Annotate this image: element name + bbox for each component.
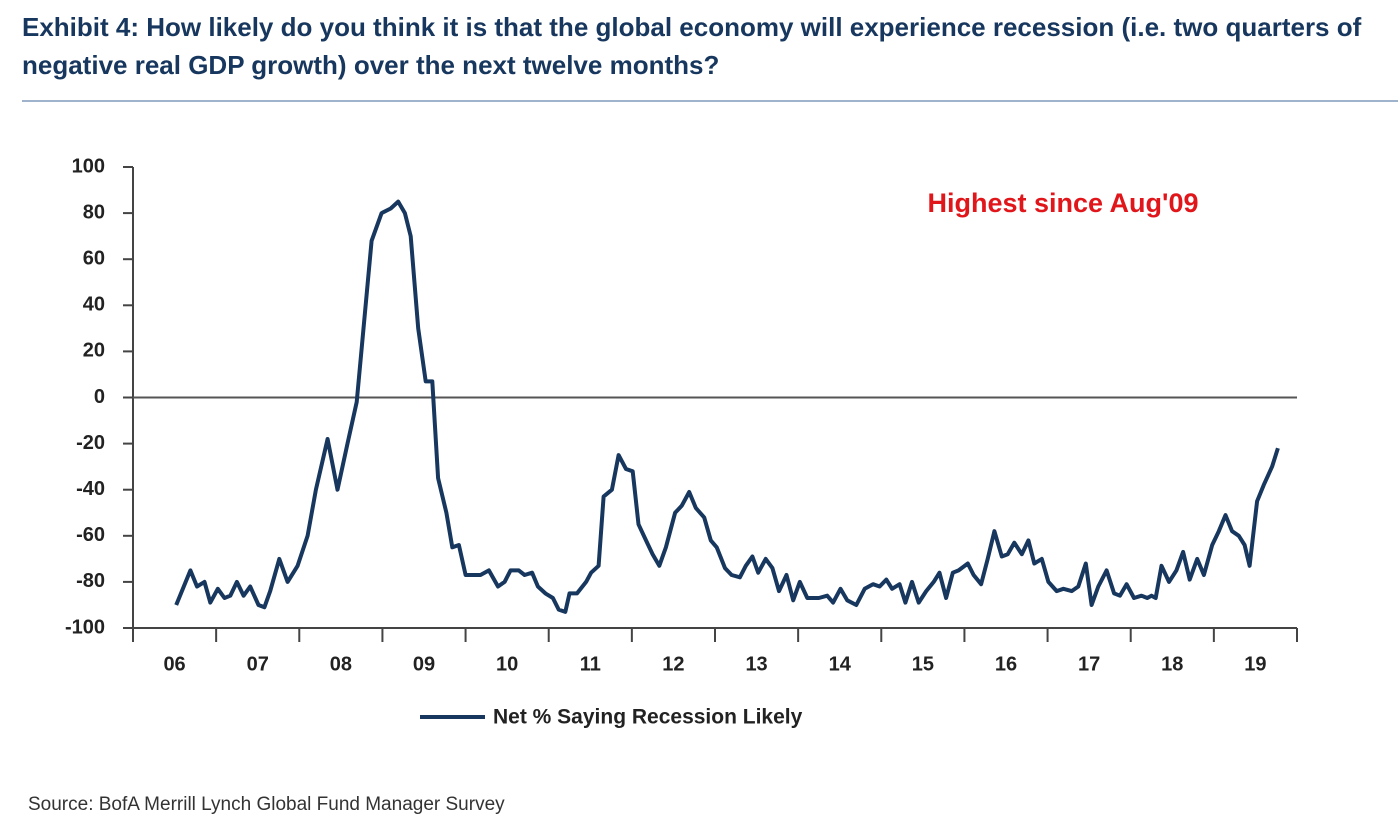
x-tick-label: 11 [580, 653, 601, 675]
y-tick-label: 0 [94, 386, 105, 408]
x-tick-label: 13 [745, 653, 767, 675]
y-tick-label: -60 [76, 524, 105, 546]
x-tick-label: 15 [912, 653, 934, 675]
title-box: Exhibit 4: How likely do you think it is… [22, 12, 1362, 80]
y-tick-label: 100 [72, 155, 105, 177]
y-tick-label: -100 [65, 616, 105, 638]
source: Source: BofA Merrill Lynch Global Fund M… [28, 794, 505, 815]
y-tick-label: -80 [76, 570, 105, 592]
x-tick-label: 12 [662, 653, 684, 675]
x-tick-label: 06 [163, 653, 185, 675]
y-tick-label: 60 [83, 247, 105, 269]
y-tick-label: 40 [83, 294, 105, 316]
y-tick-label: -40 [76, 478, 105, 500]
x-tick-label: 07 [247, 653, 269, 675]
x-tick-label: 08 [330, 653, 352, 675]
chart-title: Exhibit 4: How likely do you think it is… [22, 12, 1362, 80]
x-tick-label: 18 [1161, 653, 1183, 675]
y-tick-label: 80 [83, 201, 105, 223]
x-tick-label: 10 [496, 653, 518, 675]
x-tick-label: 16 [995, 653, 1017, 675]
annotation: Highest since Aug'09 [928, 188, 1199, 218]
y-tick-label: -20 [76, 432, 105, 454]
x-tick-label: 14 [829, 653, 852, 675]
legend-label: Net % Saying Recession Likely [493, 706, 803, 729]
series-line [174, 199, 1280, 614]
y-tick-label: 20 [83, 340, 105, 362]
x-tick-label: 17 [1078, 653, 1100, 675]
x-tick-label: 09 [413, 653, 435, 675]
x-tick-label: 19 [1244, 653, 1266, 675]
